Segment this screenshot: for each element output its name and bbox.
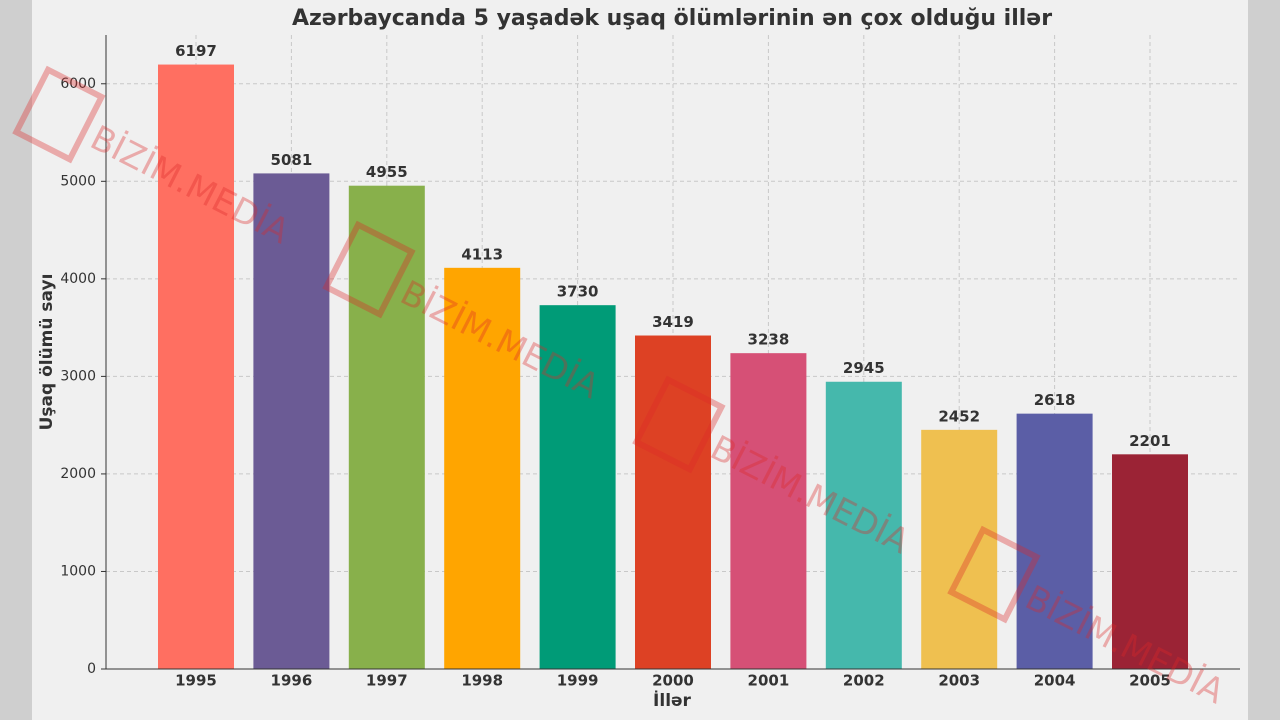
bar [921, 429, 998, 669]
watermark-logo [632, 375, 726, 474]
y-tick-label: 1000 [60, 563, 96, 579]
bar [253, 173, 330, 669]
value-label: 2201 [1129, 432, 1171, 450]
value-label: 4955 [366, 163, 408, 181]
bar [825, 381, 902, 669]
value-label: 2945 [843, 359, 885, 377]
bar [348, 185, 425, 669]
bar [1016, 413, 1093, 669]
x-tick-label: 2002 [843, 672, 885, 690]
bar [539, 305, 616, 669]
x-tick-label: 2005 [1129, 672, 1171, 690]
x-tick-label: 2001 [748, 672, 790, 690]
value-label: 5081 [271, 151, 313, 169]
x-tick-label: 2003 [938, 672, 980, 690]
x-tick-label: 1996 [271, 672, 313, 690]
bar [444, 267, 521, 669]
bar [730, 353, 807, 669]
y-tick-label: 2000 [60, 466, 96, 482]
x-tick-label: 2004 [1034, 672, 1076, 690]
value-label: 3419 [652, 313, 694, 331]
bars: 1995 6197 1996 5081 1997 4955 1998 4113 1999 3730… [158, 42, 1188, 690]
y-tick-label: 6000 [60, 76, 96, 92]
x-tick-label: 2000 [652, 672, 694, 690]
watermark-logo [322, 220, 416, 319]
y-tick-label: 0 [87, 661, 96, 677]
bar [158, 64, 234, 670]
y-axis-label: Uşaq ölümü sayı [37, 274, 57, 431]
bar [635, 335, 711, 669]
x-tick-label: 1998 [461, 672, 503, 690]
value-label: 3238 [748, 331, 790, 349]
value-label: 2452 [938, 407, 980, 425]
x-tick-label: 1997 [366, 672, 408, 690]
y-tick-label: 5000 [60, 173, 96, 189]
x-tick-label: 1999 [557, 672, 599, 690]
watermark-logo [12, 65, 106, 164]
bar [1112, 454, 1188, 669]
value-label: 3730 [557, 283, 599, 301]
watermark-logo [947, 525, 1041, 624]
chart-title: Azərbaycanda 5 yaşadək uşaq ölümlərinin … [292, 6, 1052, 31]
x-axis-label: İllər [653, 689, 692, 711]
value-label: 6197 [175, 42, 217, 60]
y-tick-label: 4000 [60, 271, 96, 287]
x-tick-label: 1995 [175, 672, 217, 690]
value-label: 4113 [461, 245, 503, 263]
y-tick-label: 3000 [60, 368, 96, 384]
value-label: 2618 [1034, 391, 1076, 409]
